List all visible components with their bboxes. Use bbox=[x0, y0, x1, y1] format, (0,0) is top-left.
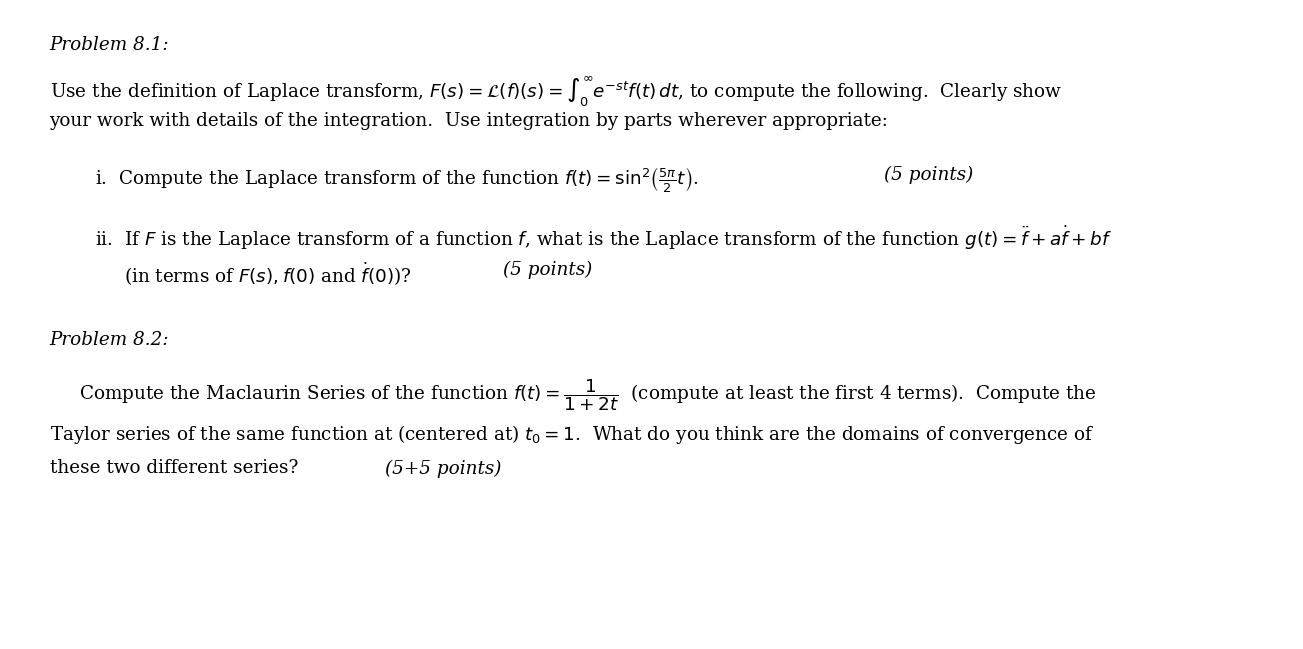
Text: these two different series?: these two different series? bbox=[50, 459, 310, 478]
Text: (5 points): (5 points) bbox=[885, 165, 973, 184]
Text: i.  Compute the Laplace transform of the function $f(t) = \sin^2\!\left(\frac{5\: i. Compute the Laplace transform of the … bbox=[95, 165, 706, 195]
Text: Use the definition of Laplace transform, $F(s) = \mathcal{L}(f)(s) = \int_0^{\in: Use the definition of Laplace transform,… bbox=[50, 75, 1062, 109]
Text: Problem 8.1:: Problem 8.1: bbox=[50, 36, 169, 54]
Text: (in terms of $F(s), f(0)$ and $\dot{f}(0)$)?: (in terms of $F(s), f(0)$ and $\dot{f}(0… bbox=[124, 261, 418, 288]
Text: (5+5 points): (5+5 points) bbox=[386, 459, 502, 478]
Text: Problem 8.2:: Problem 8.2: bbox=[50, 331, 169, 349]
Text: ii.  If $F$ is the Laplace transform of a function $f$, what is the Laplace tran: ii. If $F$ is the Laplace transform of a… bbox=[95, 224, 1111, 252]
Text: Compute the Maclaurin Series of the function $f(t) = \dfrac{1}{1+2t}$  (compute : Compute the Maclaurin Series of the func… bbox=[50, 378, 1096, 413]
Text: your work with details of the integration.  Use integration by parts wherever ap: your work with details of the integratio… bbox=[50, 112, 889, 130]
Text: (5 points): (5 points) bbox=[503, 261, 593, 279]
Text: Taylor series of the same function at (centered at) $t_0 = 1$.  What do you thin: Taylor series of the same function at (c… bbox=[50, 423, 1095, 446]
